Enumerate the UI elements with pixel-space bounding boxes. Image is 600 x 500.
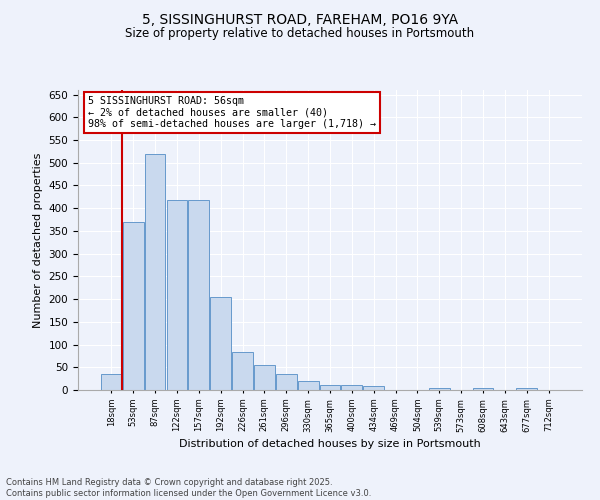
Bar [254, 365, 275, 390]
Text: 5 SISSINGHURST ROAD: 56sqm
← 2% of detached houses are smaller (40)
98% of semi-: 5 SISSINGHURST ROAD: 56sqm ← 2% of detac… [88, 96, 376, 129]
Bar [145, 154, 166, 390]
Y-axis label: Number of detached properties: Number of detached properties [33, 152, 43, 328]
Bar [232, 352, 253, 390]
Bar [210, 297, 231, 390]
Bar [341, 386, 362, 390]
Bar [517, 388, 537, 390]
Text: Contains HM Land Registry data © Crown copyright and database right 2025.
Contai: Contains HM Land Registry data © Crown c… [6, 478, 371, 498]
Bar [473, 388, 493, 390]
Bar [101, 374, 122, 390]
Bar [364, 386, 384, 390]
Text: 5, SISSINGHURST ROAD, FAREHAM, PO16 9YA: 5, SISSINGHURST ROAD, FAREHAM, PO16 9YA [142, 12, 458, 26]
Bar [429, 388, 450, 390]
Bar [320, 386, 340, 390]
Bar [298, 381, 319, 390]
Text: Size of property relative to detached houses in Portsmouth: Size of property relative to detached ho… [125, 28, 475, 40]
Bar [276, 374, 296, 390]
Bar [123, 222, 143, 390]
X-axis label: Distribution of detached houses by size in Portsmouth: Distribution of detached houses by size … [179, 438, 481, 448]
Bar [167, 200, 187, 390]
Bar [188, 200, 209, 390]
